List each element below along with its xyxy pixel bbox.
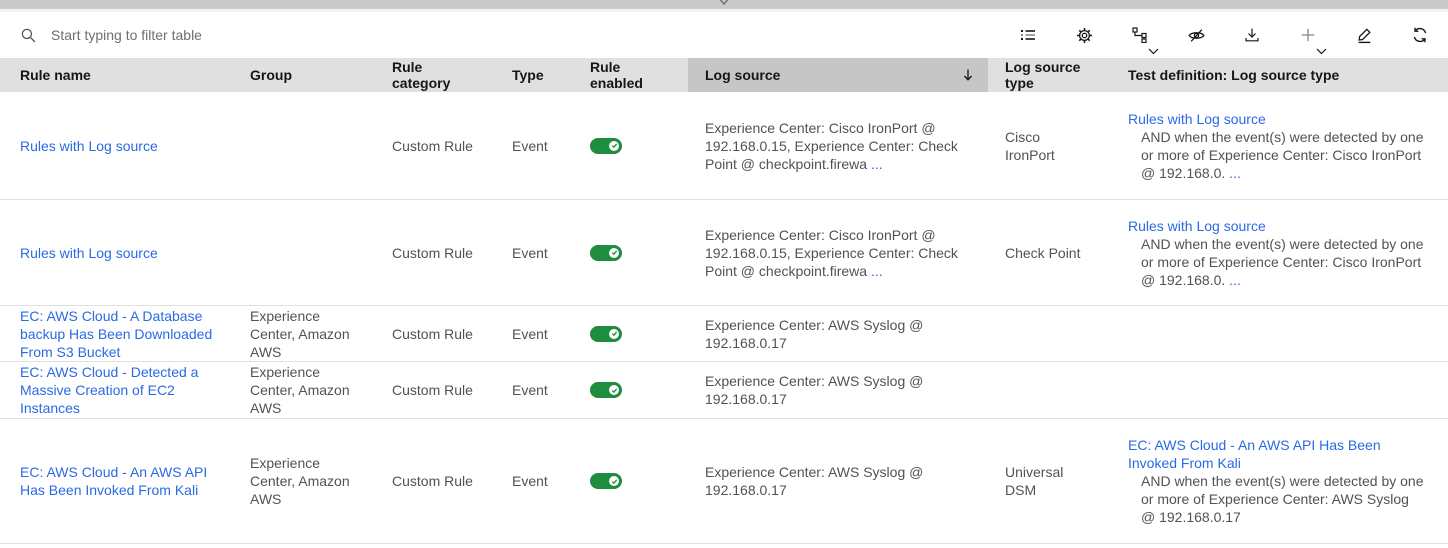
refresh-button[interactable] — [1392, 13, 1448, 57]
test-definition-more-link[interactable]: ... — [1229, 271, 1241, 288]
test-definition-link[interactable]: EC: AWS Cloud - An AWS API Has Been Invo… — [1128, 437, 1381, 471]
rule-enabled-toggle[interactable] — [590, 325, 622, 342]
hierarchy-icon — [1132, 27, 1147, 43]
edit-button[interactable] — [1336, 13, 1392, 57]
rule-category-value: Custom Rule — [392, 244, 473, 261]
table-row: Rules with Log source Custom Rule Event … — [0, 200, 1448, 306]
type-value: Event — [512, 382, 548, 398]
rule-enabled-toggle[interactable] — [590, 244, 622, 261]
settings-gear-icon — [1076, 27, 1092, 43]
type-value: Event — [512, 137, 548, 154]
test-definition: EC: AWS Cloud - An AWS API Has Been Invo… — [1128, 436, 1424, 526]
column-header-type[interactable]: Type — [512, 67, 544, 83]
list-bulleted-icon — [1021, 30, 1035, 40]
log-source-type-value: Cisco IronPort — [1005, 128, 1055, 163]
export-download-button[interactable] — [1224, 13, 1280, 57]
refresh-icon — [1413, 27, 1427, 43]
chevron-down-icon — [1148, 48, 1159, 55]
filter-search — [0, 27, 1000, 44]
rule-name-link[interactable]: EC: AWS Cloud - A Database backup Has Be… — [20, 307, 213, 360]
log-source-more-link[interactable]: ... — [870, 262, 883, 279]
rule-name-link[interactable]: Rules with Log source — [20, 244, 158, 261]
table-header-row: Rule name Group Rule category Type Rule … — [0, 58, 1448, 92]
rule-enabled-toggle[interactable] — [590, 473, 622, 489]
rule-name-link[interactable]: EC: AWS Cloud - Detected a Massive Creat… — [20, 364, 199, 416]
test-definition: Rules with Log source AND when the event… — [1128, 217, 1424, 289]
test-definition-text: AND when the event(s) were detected by o… — [1141, 473, 1424, 525]
search-input[interactable] — [51, 27, 471, 43]
rule-name-link[interactable]: Rules with Log source — [20, 137, 158, 154]
log-source-value: Experience Center: AWS Syslog @ 192.168.… — [705, 316, 924, 351]
table-row: EC: AWS Cloud - Detected a Massive Creat… — [0, 362, 1448, 419]
log-source-value: Experience Center: AWS Syslog @ 192.168.… — [705, 464, 924, 498]
rule-name-link[interactable]: EC: AWS Cloud - An AWS API Has Been Invo… — [20, 464, 208, 498]
type-value: Event — [512, 325, 548, 342]
table-row: Rules with Log source Custom Rule Event … — [0, 92, 1448, 200]
table-row: EC: AWS Cloud - A Database backup Has Be… — [0, 306, 1448, 362]
test-definition-more-link[interactable]: ... — [1229, 164, 1241, 181]
table-toolbar — [0, 12, 1448, 58]
rule-enabled-toggle[interactable] — [590, 382, 622, 398]
toggle-knob — [609, 385, 619, 395]
test-definition: Rules with Log source AND when the event… — [1128, 110, 1424, 182]
toggle-knob — [609, 328, 619, 339]
test-definition-text: AND when the event(s) were detected by o… — [1141, 235, 1424, 288]
toolbar-actions — [1000, 13, 1448, 57]
panel-collapse-handle[interactable] — [0, 0, 1448, 9]
toggle-knob — [609, 247, 619, 258]
rule-enabled-toggle[interactable] — [590, 137, 622, 154]
toggle-knob — [609, 476, 619, 486]
group-value: Experience Center, Amazon AWS — [250, 307, 350, 360]
edit-icon — [1357, 27, 1371, 43]
log-source-type-value: Universal DSM — [1005, 464, 1064, 498]
log-source-value: Experience Center: Cisco IronPort @ 192.… — [705, 226, 958, 279]
add-rule-button[interactable] — [1280, 13, 1336, 57]
type-value: Event — [512, 244, 548, 261]
chevron-down-icon — [1316, 48, 1327, 55]
table-row: EC: AWS Cloud - An AWS API Has Been Invo… — [0, 419, 1448, 544]
list-view-button[interactable] — [1000, 13, 1056, 57]
view-off-icon — [1187, 28, 1205, 42]
column-header-group[interactable]: Group — [250, 67, 292, 83]
group-value: Experience Center, Amazon AWS — [250, 364, 350, 416]
column-header-log-source-type[interactable]: Log source type — [1005, 59, 1081, 91]
sort-descending-icon — [964, 69, 972, 81]
download-icon — [1245, 28, 1259, 42]
search-icon — [21, 28, 36, 42]
chevron-down-icon — [719, 0, 729, 6]
toggle-knob — [609, 140, 619, 151]
hide-columns-button[interactable] — [1168, 13, 1224, 57]
column-header-rule-enabled[interactable]: Rule enabled — [590, 59, 643, 91]
test-definition-link[interactable]: Rules with Log source — [1128, 217, 1266, 234]
rule-category-value: Custom Rule — [392, 473, 473, 489]
rule-category-value: Custom Rule — [392, 137, 473, 154]
rule-category-value: Custom Rule — [392, 325, 473, 342]
settings-button[interactable] — [1056, 13, 1112, 57]
log-source-type-value: Check Point — [1005, 244, 1081, 261]
column-header-rule-name[interactable]: Rule name — [20, 67, 91, 83]
test-definition-text: AND when the event(s) were detected by o… — [1141, 128, 1424, 181]
group-value: Experience Center, Amazon AWS — [250, 455, 350, 507]
log-source-value: Experience Center: Cisco IronPort @ 192.… — [705, 119, 958, 172]
type-value: Event — [512, 473, 548, 489]
log-source-value: Experience Center: AWS Syslog @ 192.168.… — [705, 373, 924, 407]
log-source-more-link[interactable]: ... — [870, 155, 883, 172]
column-header-test-definition[interactable]: Test definition: Log source type — [1128, 67, 1340, 83]
hierarchy-menu-button[interactable] — [1112, 13, 1168, 57]
column-header-rule-category[interactable]: Rule category — [392, 59, 451, 91]
panel-divider — [0, 9, 1448, 12]
rule-category-value: Custom Rule — [392, 382, 473, 398]
test-definition-link[interactable]: Rules with Log source — [1128, 110, 1266, 127]
column-header-log-source[interactable]: Log source — [688, 58, 988, 92]
add-icon — [1301, 28, 1315, 42]
